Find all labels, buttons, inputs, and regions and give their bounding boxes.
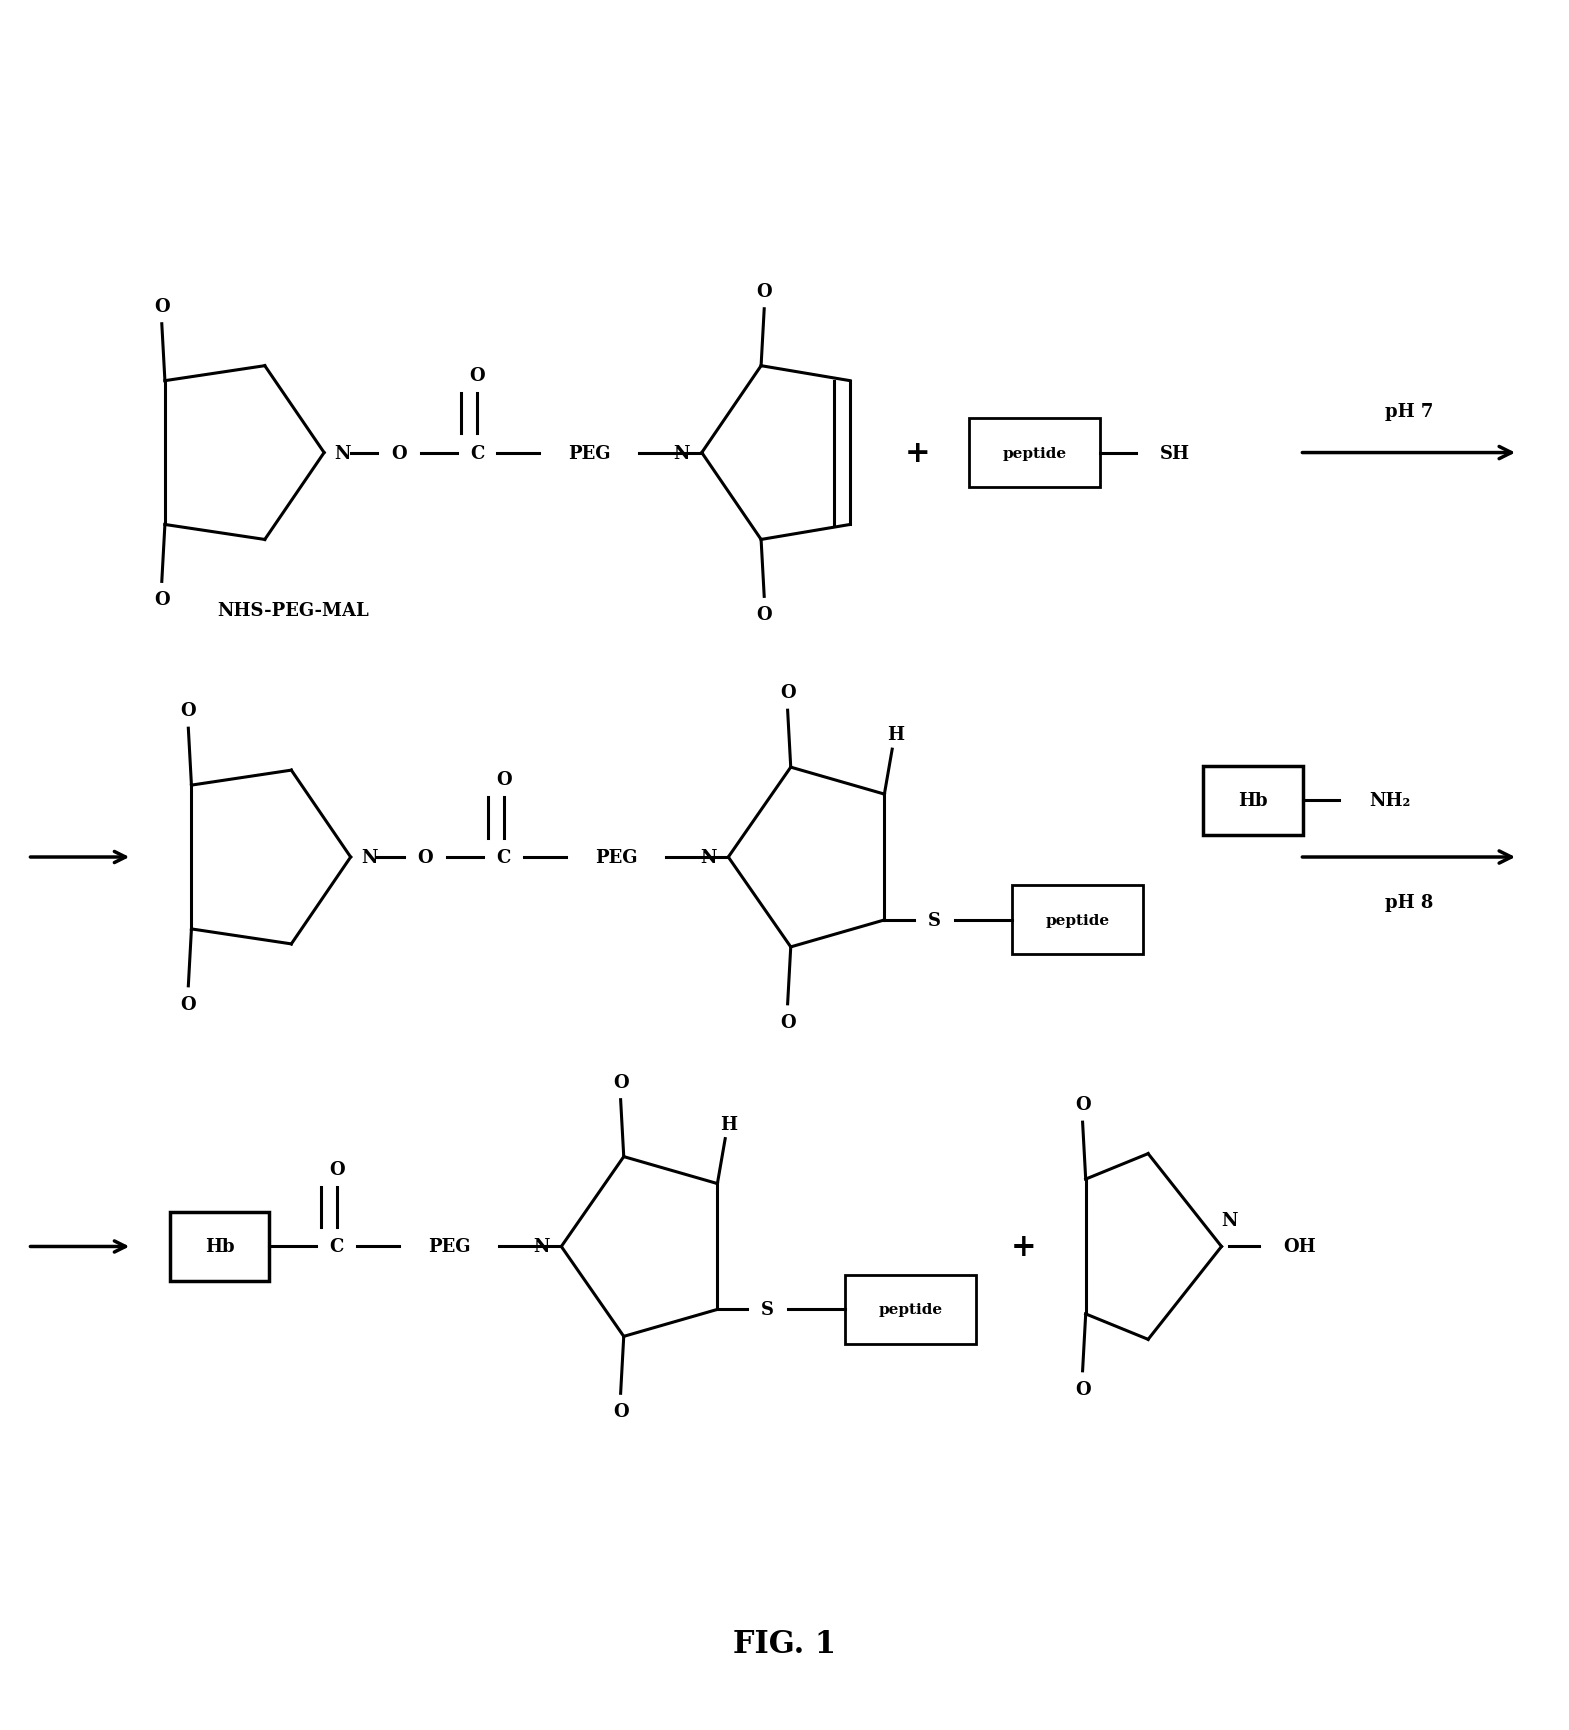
Text: O: O — [329, 1159, 345, 1178]
Bar — [968, 419, 1100, 488]
Bar — [169, 1213, 270, 1282]
Text: H: H — [886, 727, 904, 744]
Text: O: O — [1075, 1095, 1090, 1114]
Text: O: O — [154, 592, 169, 609]
Text: NHS-PEG-MAL: NHS-PEG-MAL — [217, 602, 369, 619]
Text: C: C — [496, 848, 511, 867]
Text: peptide: peptide — [1003, 446, 1067, 460]
Text: O: O — [780, 1014, 795, 1031]
Bar — [846, 1275, 976, 1344]
Text: O: O — [417, 848, 433, 867]
Text: S: S — [927, 912, 941, 929]
Text: PEG: PEG — [428, 1237, 471, 1256]
Text: NH₂: NH₂ — [1370, 792, 1411, 810]
Text: O: O — [756, 606, 772, 625]
Text: O: O — [1075, 1381, 1090, 1398]
Text: O: O — [613, 1073, 629, 1092]
Text: N: N — [533, 1237, 549, 1256]
Text: PEG: PEG — [568, 445, 610, 462]
Text: SH: SH — [1159, 445, 1189, 462]
Bar — [1203, 766, 1302, 836]
Text: Hb: Hb — [204, 1237, 234, 1256]
Text: O: O — [613, 1403, 629, 1420]
Text: O: O — [780, 683, 795, 702]
Text: +: + — [904, 439, 930, 467]
Text: PEG: PEG — [595, 848, 637, 867]
Text: C: C — [469, 445, 485, 462]
Text: O: O — [756, 282, 772, 301]
Text: pH 8: pH 8 — [1384, 893, 1432, 912]
Text: peptide: peptide — [879, 1303, 943, 1317]
Text: Hb: Hb — [1238, 792, 1268, 810]
Text: N: N — [700, 848, 717, 867]
Text: N: N — [1221, 1211, 1238, 1228]
Text: O: O — [391, 445, 406, 462]
Text: O: O — [154, 298, 169, 315]
Text: FIG. 1: FIG. 1 — [733, 1628, 836, 1659]
Text: O: O — [180, 995, 196, 1014]
Text: N: N — [334, 445, 351, 462]
Text: peptide: peptide — [1047, 913, 1109, 927]
Text: +: + — [1010, 1232, 1036, 1263]
Bar — [1012, 886, 1144, 955]
Text: C: C — [329, 1237, 344, 1256]
Text: H: H — [720, 1116, 737, 1133]
Text: OH: OH — [1283, 1237, 1316, 1256]
Text: S: S — [761, 1301, 774, 1318]
Text: O: O — [180, 702, 196, 720]
Text: O: O — [469, 367, 485, 384]
Text: N: N — [673, 445, 690, 462]
Text: pH 7: pH 7 — [1384, 403, 1432, 420]
Text: N: N — [361, 848, 378, 867]
Text: O: O — [496, 770, 511, 789]
